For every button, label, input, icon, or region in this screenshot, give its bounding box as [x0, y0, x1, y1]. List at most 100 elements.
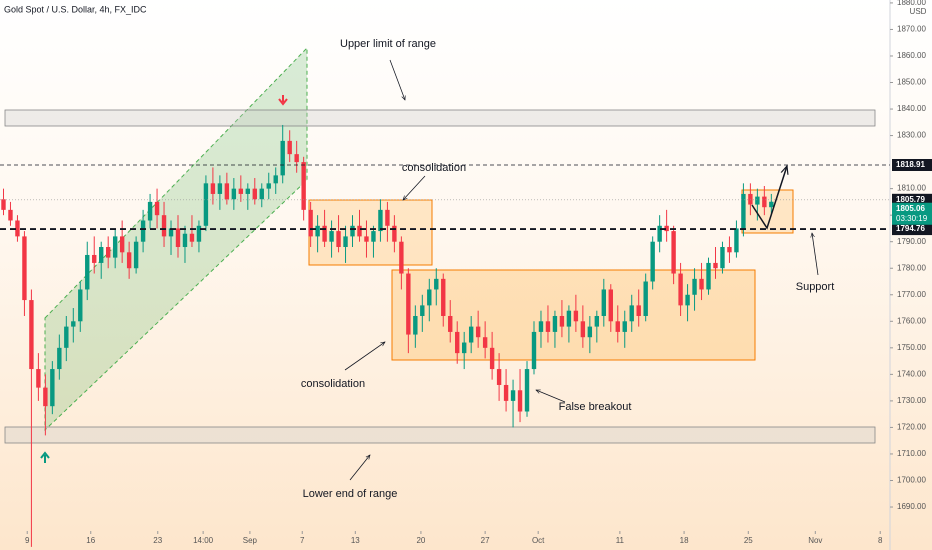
x-tick-label: Sep	[243, 536, 258, 545]
candle-body	[294, 154, 299, 163]
y-tick-label: 1840.00	[897, 104, 926, 113]
candle-body	[245, 188, 251, 194]
candle-body	[189, 233, 195, 242]
candle-body	[455, 331, 460, 354]
candle-body	[273, 175, 278, 184]
candle-body	[308, 209, 313, 237]
candle-body	[203, 183, 209, 226]
candle-body	[280, 140, 285, 176]
candle-body	[385, 209, 390, 226]
y-tick-label: 1870.00	[897, 25, 926, 34]
annotation-arrow	[536, 390, 566, 403]
candle-body	[727, 247, 732, 253]
candle-body	[231, 188, 237, 200]
candle-body	[482, 337, 488, 348]
y-tick-label: 1850.00	[897, 78, 926, 87]
candle-body	[594, 315, 600, 327]
candle-body	[566, 310, 572, 327]
annotation-arrow	[344, 342, 385, 371]
candle-body	[371, 231, 376, 242]
candle-body	[266, 183, 271, 189]
candle-body	[615, 321, 620, 332]
x-tick-label: 25	[744, 536, 753, 545]
candle-body	[448, 315, 453, 332]
y-tick-label: 1700.00	[897, 476, 926, 485]
y-tick-label: 1860.00	[897, 51, 926, 60]
candle-body	[85, 254, 90, 290]
y-tick-label: 1770.00	[897, 290, 926, 299]
candle-body	[664, 225, 669, 232]
candle-body	[1, 199, 6, 210]
candle-body	[119, 236, 125, 253]
candle-body	[734, 228, 739, 253]
x-tick-label: 23	[153, 536, 162, 545]
candle-body	[168, 228, 174, 237]
y-tick-label: 1710.00	[897, 449, 926, 458]
candle-body	[71, 321, 76, 327]
candle-body	[545, 321, 551, 332]
x-tick-label: 8	[878, 536, 883, 545]
candle-body	[43, 387, 48, 407]
candle-body	[126, 252, 132, 269]
annotation: Support	[796, 281, 835, 293]
candle-body	[252, 188, 257, 200]
candle-body	[748, 193, 753, 205]
candle-body	[685, 294, 690, 306]
candle-body	[301, 162, 306, 210]
candle-body	[650, 241, 655, 282]
candle-body	[538, 321, 544, 332]
currency: USD	[910, 7, 927, 16]
x-tick-label: 18	[680, 536, 689, 545]
candle-body	[140, 220, 146, 242]
last-price: 1805.06	[896, 204, 925, 213]
y-tick-label: 1810.00	[897, 184, 926, 193]
candle-body	[587, 326, 593, 338]
candle-body	[92, 254, 97, 263]
candle-body	[217, 183, 223, 194]
candle-body	[692, 278, 697, 295]
x-tick-label: 16	[86, 536, 95, 545]
candle-body	[147, 201, 153, 221]
arrow-up	[40, 451, 50, 463]
candle-body	[601, 289, 607, 316]
price-label: 1818.91	[896, 160, 925, 169]
candle-body	[210, 183, 216, 194]
price-label-bg	[892, 159, 932, 171]
candle-body	[238, 188, 244, 194]
y-tick-label: 1790.00	[897, 237, 926, 246]
candle-body	[461, 342, 467, 354]
candle-body	[112, 236, 118, 258]
candle-body	[196, 225, 202, 242]
x-tick-label: 27	[481, 536, 490, 545]
price-label: 1805.79	[896, 195, 925, 204]
x-tick-label: Nov	[808, 536, 822, 545]
candle-body	[580, 321, 586, 338]
upper-zone	[4, 109, 876, 127]
candle-body	[8, 209, 13, 221]
candle-body	[392, 225, 397, 242]
candles	[1, 124, 774, 547]
candle-body	[720, 247, 725, 269]
candle-body	[15, 220, 20, 237]
candle-body	[636, 305, 641, 316]
candle-body	[78, 289, 83, 322]
candle-body	[378, 209, 383, 232]
candle-body	[336, 231, 341, 248]
candle-body	[489, 347, 495, 370]
candle-body	[755, 196, 760, 205]
candle-body	[420, 305, 425, 316]
annotation: consolidation	[402, 162, 466, 174]
y-tick-label: 1830.00	[897, 131, 926, 140]
candle-body	[259, 188, 264, 200]
candle-body	[629, 305, 634, 322]
annotation-arrow	[403, 175, 426, 200]
y-tick-label: 1760.00	[897, 316, 926, 325]
candle-body	[364, 236, 369, 242]
candle-body	[329, 231, 334, 242]
candle-body	[427, 289, 432, 306]
annotation-arrow	[389, 59, 405, 100]
candle-body	[643, 281, 648, 316]
price-label: 1794.76	[896, 224, 925, 233]
candle-body	[622, 321, 627, 332]
candle-body	[182, 233, 188, 248]
